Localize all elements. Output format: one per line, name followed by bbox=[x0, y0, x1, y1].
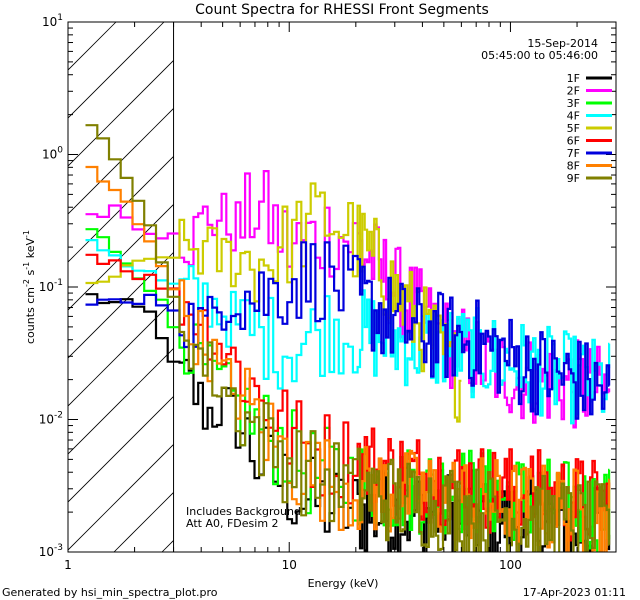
chart-title: Count Spectra for RHESSI Front Segments bbox=[195, 2, 489, 18]
legend-label-6F: 6F bbox=[567, 135, 580, 148]
legend-label-2F: 2F bbox=[567, 85, 580, 98]
series-line-5F bbox=[85, 182, 462, 423]
x-tick-label: 10 bbox=[282, 558, 297, 572]
y-axis-label: counts cm-2 s-1 keV-1 bbox=[22, 230, 37, 344]
legend-label-5F: 5F bbox=[567, 122, 580, 135]
x-axis-label: Energy (keV) bbox=[308, 577, 379, 590]
footer-timestamp: 17-Apr-2023 01:11 bbox=[523, 586, 626, 599]
hatch-lines bbox=[68, 22, 174, 552]
legend-label-4F: 4F bbox=[567, 110, 580, 123]
hatch-line bbox=[68, 59, 174, 167]
legend-label-1F: 1F bbox=[567, 72, 580, 85]
legend-label-8F: 8F bbox=[567, 160, 580, 173]
y-tick-label: 10-1 bbox=[39, 278, 63, 294]
y-tick-label: 10-3 bbox=[39, 543, 63, 559]
x-tick-label: 100 bbox=[499, 558, 522, 572]
hatch-line bbox=[68, 251, 174, 359]
x-tick-label: 1 bbox=[64, 558, 72, 572]
annotation-attenuator: Att A0, FDesim 2 bbox=[186, 517, 279, 530]
y-tick-label: 100 bbox=[42, 146, 63, 162]
series-line-2F bbox=[85, 170, 611, 429]
series-line-6F bbox=[85, 253, 611, 542]
annotation-background: Includes Background bbox=[186, 505, 301, 518]
series-line-9F bbox=[85, 124, 611, 552]
legend-label-9F: 9F bbox=[567, 172, 580, 185]
legend-date: 15-Sep-2014 bbox=[527, 37, 598, 50]
hatch-line bbox=[68, 395, 174, 503]
legend-label-3F: 3F bbox=[567, 97, 580, 110]
legend-time-range: 05:45:00 to 05:46:00 bbox=[481, 49, 598, 62]
y-tick-label: 101 bbox=[42, 13, 63, 29]
background-hatched-region bbox=[68, 22, 175, 552]
y-tick-label: 10-2 bbox=[39, 411, 63, 427]
hatch-line bbox=[68, 443, 174, 551]
hatch-line bbox=[68, 22, 165, 119]
hatch-line bbox=[68, 203, 174, 311]
hatch-line bbox=[68, 107, 174, 215]
series-line-7F bbox=[85, 241, 611, 420]
footer-generated-by: Generated by hsi_min_spectra_plot.pro bbox=[2, 586, 218, 599]
legend-label-7F: 7F bbox=[567, 147, 580, 160]
series-group bbox=[85, 124, 611, 552]
